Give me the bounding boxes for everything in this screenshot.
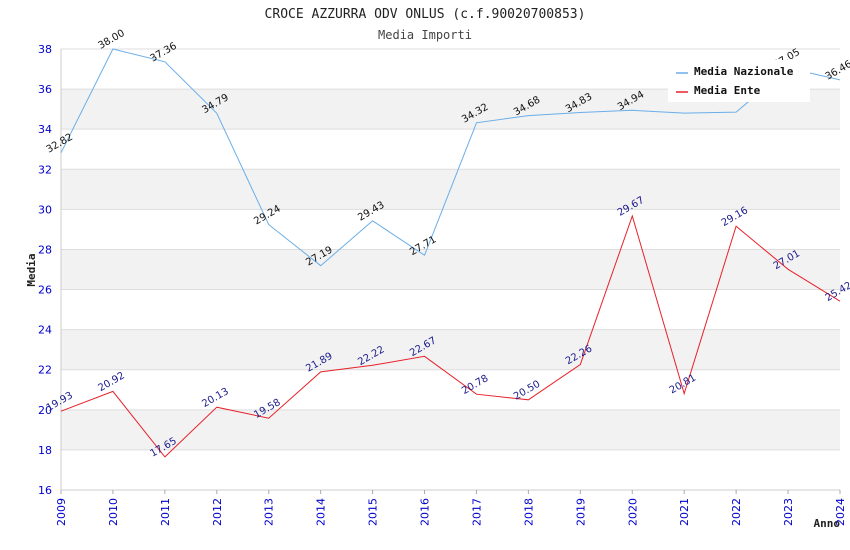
x-tick-label: 2024 <box>834 498 847 526</box>
legend-box <box>668 60 810 102</box>
grid-band <box>61 249 840 290</box>
data-label: 38.00 <box>96 28 126 52</box>
y-tick-label: 30 <box>38 203 52 216</box>
x-tick-label: 2011 <box>159 498 172 526</box>
y-axis-ticks: 16 18 20 22 24 26 28 30 32 34 36 38 <box>38 43 52 497</box>
data-label: 20.50 <box>512 379 542 403</box>
y-tick-label: 34 <box>38 123 52 136</box>
grid-bands <box>61 89 840 450</box>
y-tick-label: 36 <box>38 83 52 96</box>
y-tick-label: 24 <box>38 324 52 337</box>
y-tick-label: 32 <box>38 163 52 176</box>
x-tick-label: 2020 <box>626 498 639 526</box>
chart-subtitle: Media Importi <box>378 28 472 42</box>
x-tick-label: 2010 <box>107 498 120 526</box>
data-label: 20.81 <box>668 373 698 397</box>
x-tick-label: 2014 <box>315 498 328 526</box>
y-tick-label: 20 <box>38 404 52 417</box>
legend-label-nazionale: Media Nazionale <box>694 65 794 78</box>
x-tick-label: 2017 <box>470 498 483 526</box>
grid-lines <box>61 48 840 491</box>
y-tick-label: 18 <box>38 444 52 457</box>
series-lines <box>60 48 841 458</box>
x-tick-label: 2009 <box>55 498 68 526</box>
x-axis-label: Anno <box>814 517 841 530</box>
x-tick-label: 2023 <box>782 498 795 526</box>
series-line-media-ente <box>60 214 841 458</box>
x-tick-label: 2015 <box>367 498 380 526</box>
x-tick-label: 2013 <box>263 498 276 526</box>
x-tick-label: 2016 <box>419 498 432 526</box>
y-tick-label: 26 <box>38 284 52 297</box>
x-tick-label: 2022 <box>730 498 743 526</box>
y-tick-label: 28 <box>38 243 52 256</box>
legend: Media Nazionale Media Ente <box>668 60 810 102</box>
x-axis-ticks: 2009 2010 2011 2012 2013 2014 2015 2016 2017 2018… <box>55 490 847 526</box>
legend-label-ente: Media Ente <box>694 84 761 97</box>
axes <box>60 49 840 491</box>
x-tick-label: 2021 <box>678 498 691 526</box>
y-tick-label: 16 <box>38 484 52 497</box>
data-label: 20.92 <box>96 370 126 394</box>
y-tick-label: 38 <box>38 43 52 56</box>
grid-band <box>61 409 840 450</box>
y-tick-label: 22 <box>38 364 52 377</box>
y-axis-label: Media <box>25 253 38 286</box>
x-tick-label: 2019 <box>574 498 587 526</box>
x-tick-label: 2012 <box>211 498 224 526</box>
chart-title: CROCE AZZURRA ODV ONLUS (c.f.90020700853… <box>265 7 586 22</box>
series-line-media-nazionale <box>60 48 841 267</box>
grid-band <box>61 329 840 370</box>
x-tick-label: 2018 <box>522 498 535 526</box>
data-label: 20.13 <box>200 386 230 410</box>
